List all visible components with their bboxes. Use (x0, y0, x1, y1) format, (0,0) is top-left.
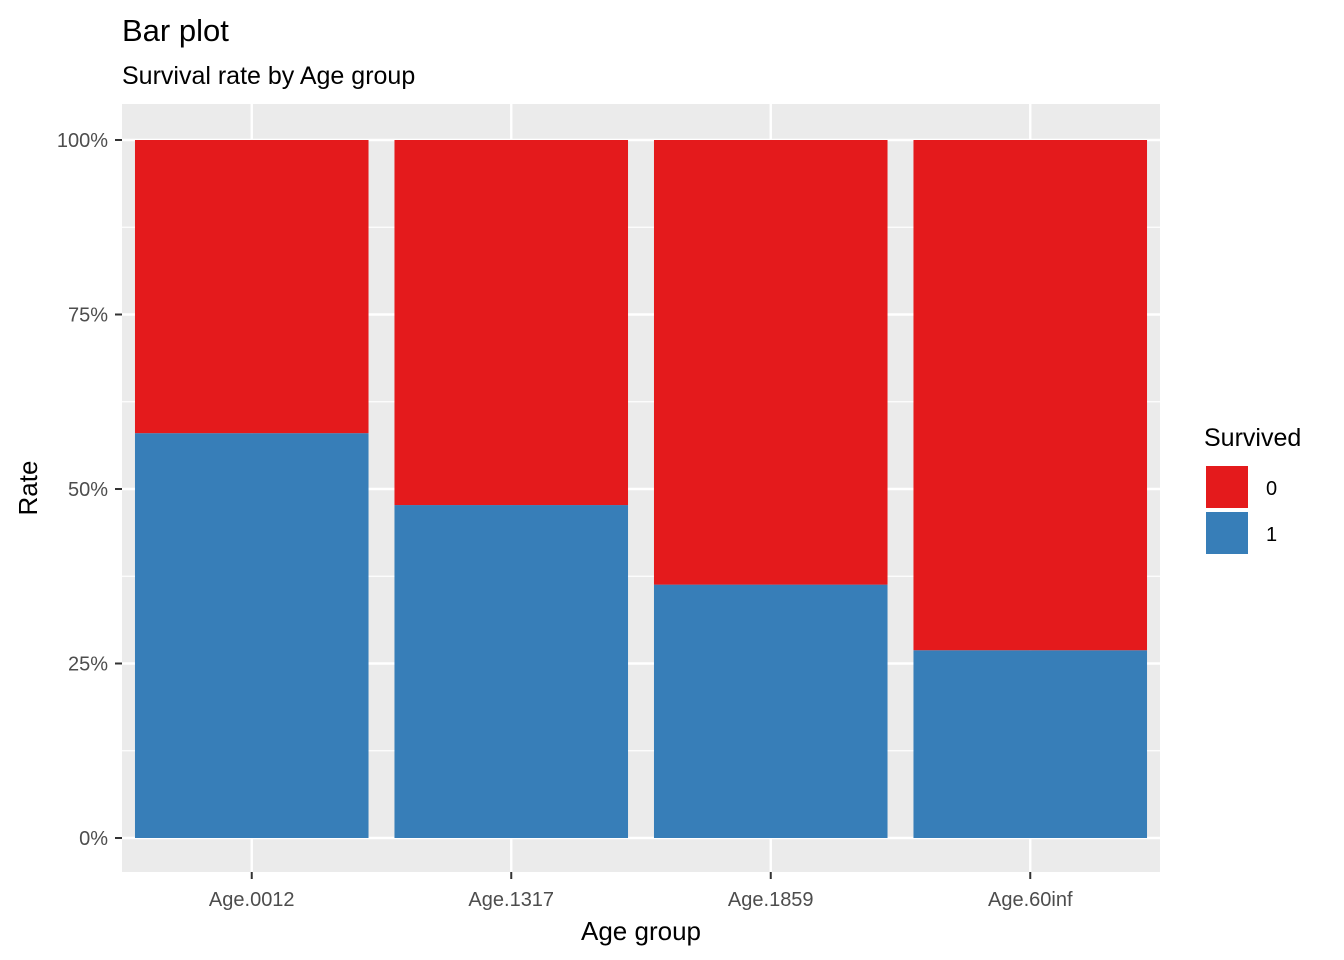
bar-segment (394, 140, 629, 506)
legend-label: 0 (1266, 478, 1277, 500)
y-tick-label: 75% (68, 305, 108, 327)
x-tick-label: Age.1317 (468, 889, 554, 911)
bar-segment (394, 505, 629, 838)
y-tick-label: 25% (68, 654, 108, 676)
bar-segment (653, 584, 888, 838)
bar-segment (134, 140, 369, 434)
bar-segment (913, 140, 1148, 651)
x-tick-label: Age.1859 (728, 889, 814, 911)
legend-key (1206, 512, 1248, 554)
bar-segment (134, 433, 369, 838)
bars (134, 140, 1148, 838)
y-axis: 0% 25% 50% 75% 100% (57, 130, 122, 850)
legend-title: Survived (1204, 424, 1301, 452)
chart-subtitle: Survival rate by Age group (122, 62, 415, 90)
x-tick-label: Age.60inf (988, 889, 1073, 911)
x-tick-label: Age.0012 (209, 889, 295, 911)
y-tick-label: 50% (68, 479, 108, 501)
x-axis-title: Age group (581, 916, 701, 946)
chart-title: Bar plot (122, 13, 229, 48)
x-axis: Age.0012 Age.1317 Age.1859 Age.60inf (209, 872, 1073, 911)
legend: Survived 0 1 (1204, 424, 1301, 554)
bar-segment (653, 140, 888, 585)
y-axis-title: Rate (13, 461, 43, 516)
bar-segment (913, 650, 1148, 838)
y-tick-label: 100% (57, 130, 108, 152)
y-tick-label: 0% (79, 828, 108, 850)
legend-label: 1 (1266, 524, 1277, 546)
legend-key (1206, 466, 1248, 508)
